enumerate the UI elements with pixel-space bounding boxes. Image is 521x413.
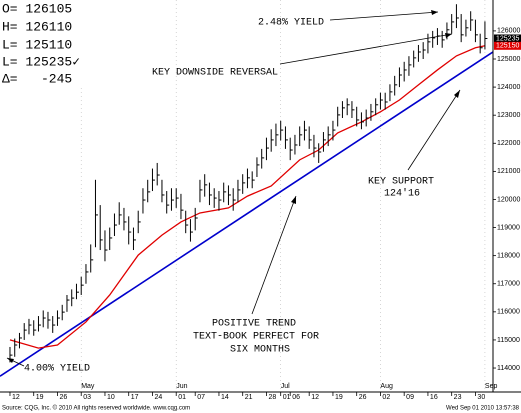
arrow-head xyxy=(454,90,460,98)
month-label: Jun xyxy=(176,383,187,390)
x-tick-label: 02 xyxy=(382,394,390,401)
y-tick-label: 116000 xyxy=(497,309,520,316)
month-label: May xyxy=(81,383,95,390)
y-tick-label: 118000 xyxy=(497,252,520,259)
x-tick-label: 19 xyxy=(335,394,343,401)
x-tick-label: 10 xyxy=(107,394,115,401)
x-tick-label: 26 xyxy=(359,394,367,401)
x-tick-label: 12 xyxy=(12,394,20,401)
x-tick-label: 23 xyxy=(454,394,462,401)
moving-average xyxy=(9,45,486,349)
readout-line: L= 125235✓ xyxy=(2,54,80,69)
y-tick-label: 114000 xyxy=(497,365,520,372)
source-note: Source: CQG, Inc. © 2010 All rights rese… xyxy=(2,405,190,412)
x-tick-label: 09 xyxy=(406,394,414,401)
y-tick-label: 115000 xyxy=(497,337,520,344)
arrow-head xyxy=(291,196,296,204)
arrow-head xyxy=(7,358,14,363)
readout-line: L= 125110 xyxy=(2,37,72,52)
annotation: KEY SUPPORT xyxy=(368,177,434,188)
y-tick-label: 122000 xyxy=(497,140,520,147)
x-tick-label: 14 xyxy=(221,394,229,401)
annotation-arrow xyxy=(329,11,439,21)
y-tick-label: 120000 xyxy=(497,196,520,203)
trendline xyxy=(0,51,494,377)
y-tick-label: 123000 xyxy=(497,112,520,119)
arrow-head xyxy=(431,10,438,15)
annotation: KEY DOWNSIDE REVERSAL xyxy=(152,68,278,79)
x-tick-label: 03 xyxy=(83,394,91,401)
x-tick-label: 12 xyxy=(311,394,319,401)
month-label: Sep xyxy=(485,383,498,390)
y-tick-label: 124000 xyxy=(497,84,520,91)
annotation: 2.48% YIELD xyxy=(258,18,324,29)
annotation-arrow xyxy=(279,33,453,65)
x-tick-label: 28 xyxy=(268,394,276,401)
x-tick-label: 06 xyxy=(292,394,300,401)
annotation-arrow xyxy=(251,195,297,315)
annotation-arrow xyxy=(407,89,461,171)
timestamp: Wed Sep 01 2010 13:57:38 xyxy=(446,406,520,412)
month-label: Aug xyxy=(380,383,393,390)
x-tick-label: 07 xyxy=(197,394,205,401)
price-marker xyxy=(494,41,521,50)
y-tick-label: 121000 xyxy=(497,168,520,175)
price-marker-label: 125235 xyxy=(496,35,519,42)
plot-area xyxy=(0,0,494,392)
x-tick-label: 16 xyxy=(430,394,438,401)
y-tick-label: 119000 xyxy=(497,224,520,231)
price-marker-label: 125150 xyxy=(496,43,519,50)
x-tick-label: 01 xyxy=(178,394,186,401)
readout-line: O= 126105 xyxy=(2,1,72,16)
annotation: POSITIVE TREND xyxy=(212,319,296,330)
readout-box xyxy=(0,0,96,88)
readout-line: Δ= -245 xyxy=(2,71,72,86)
readout-line: H= 126110 xyxy=(2,19,72,34)
annotation: TEXT-BOOK PERFECT FOR xyxy=(193,332,319,343)
x-tick-label: 21 xyxy=(245,394,253,401)
annotation: 124'16 xyxy=(384,188,420,200)
annotation: SIX MONTHS xyxy=(230,345,290,356)
x-tick-label: 19 xyxy=(36,394,44,401)
annotation: 4.00% YIELD xyxy=(24,364,90,375)
x-tick-label: 26 xyxy=(59,394,67,401)
y-tick-label: 125000 xyxy=(497,56,520,63)
y-tick-label: 126000 xyxy=(497,28,520,35)
arrow-head xyxy=(445,33,452,38)
y-tick-label: 117000 xyxy=(497,281,520,288)
x-tick-label: 24 xyxy=(154,394,162,401)
x-tick-label: 01 xyxy=(283,394,291,401)
x-tick-label: 30 xyxy=(477,394,485,401)
month-label: Jul xyxy=(281,383,290,390)
x-tick-label: 17 xyxy=(131,394,139,401)
price-marker xyxy=(494,34,521,43)
